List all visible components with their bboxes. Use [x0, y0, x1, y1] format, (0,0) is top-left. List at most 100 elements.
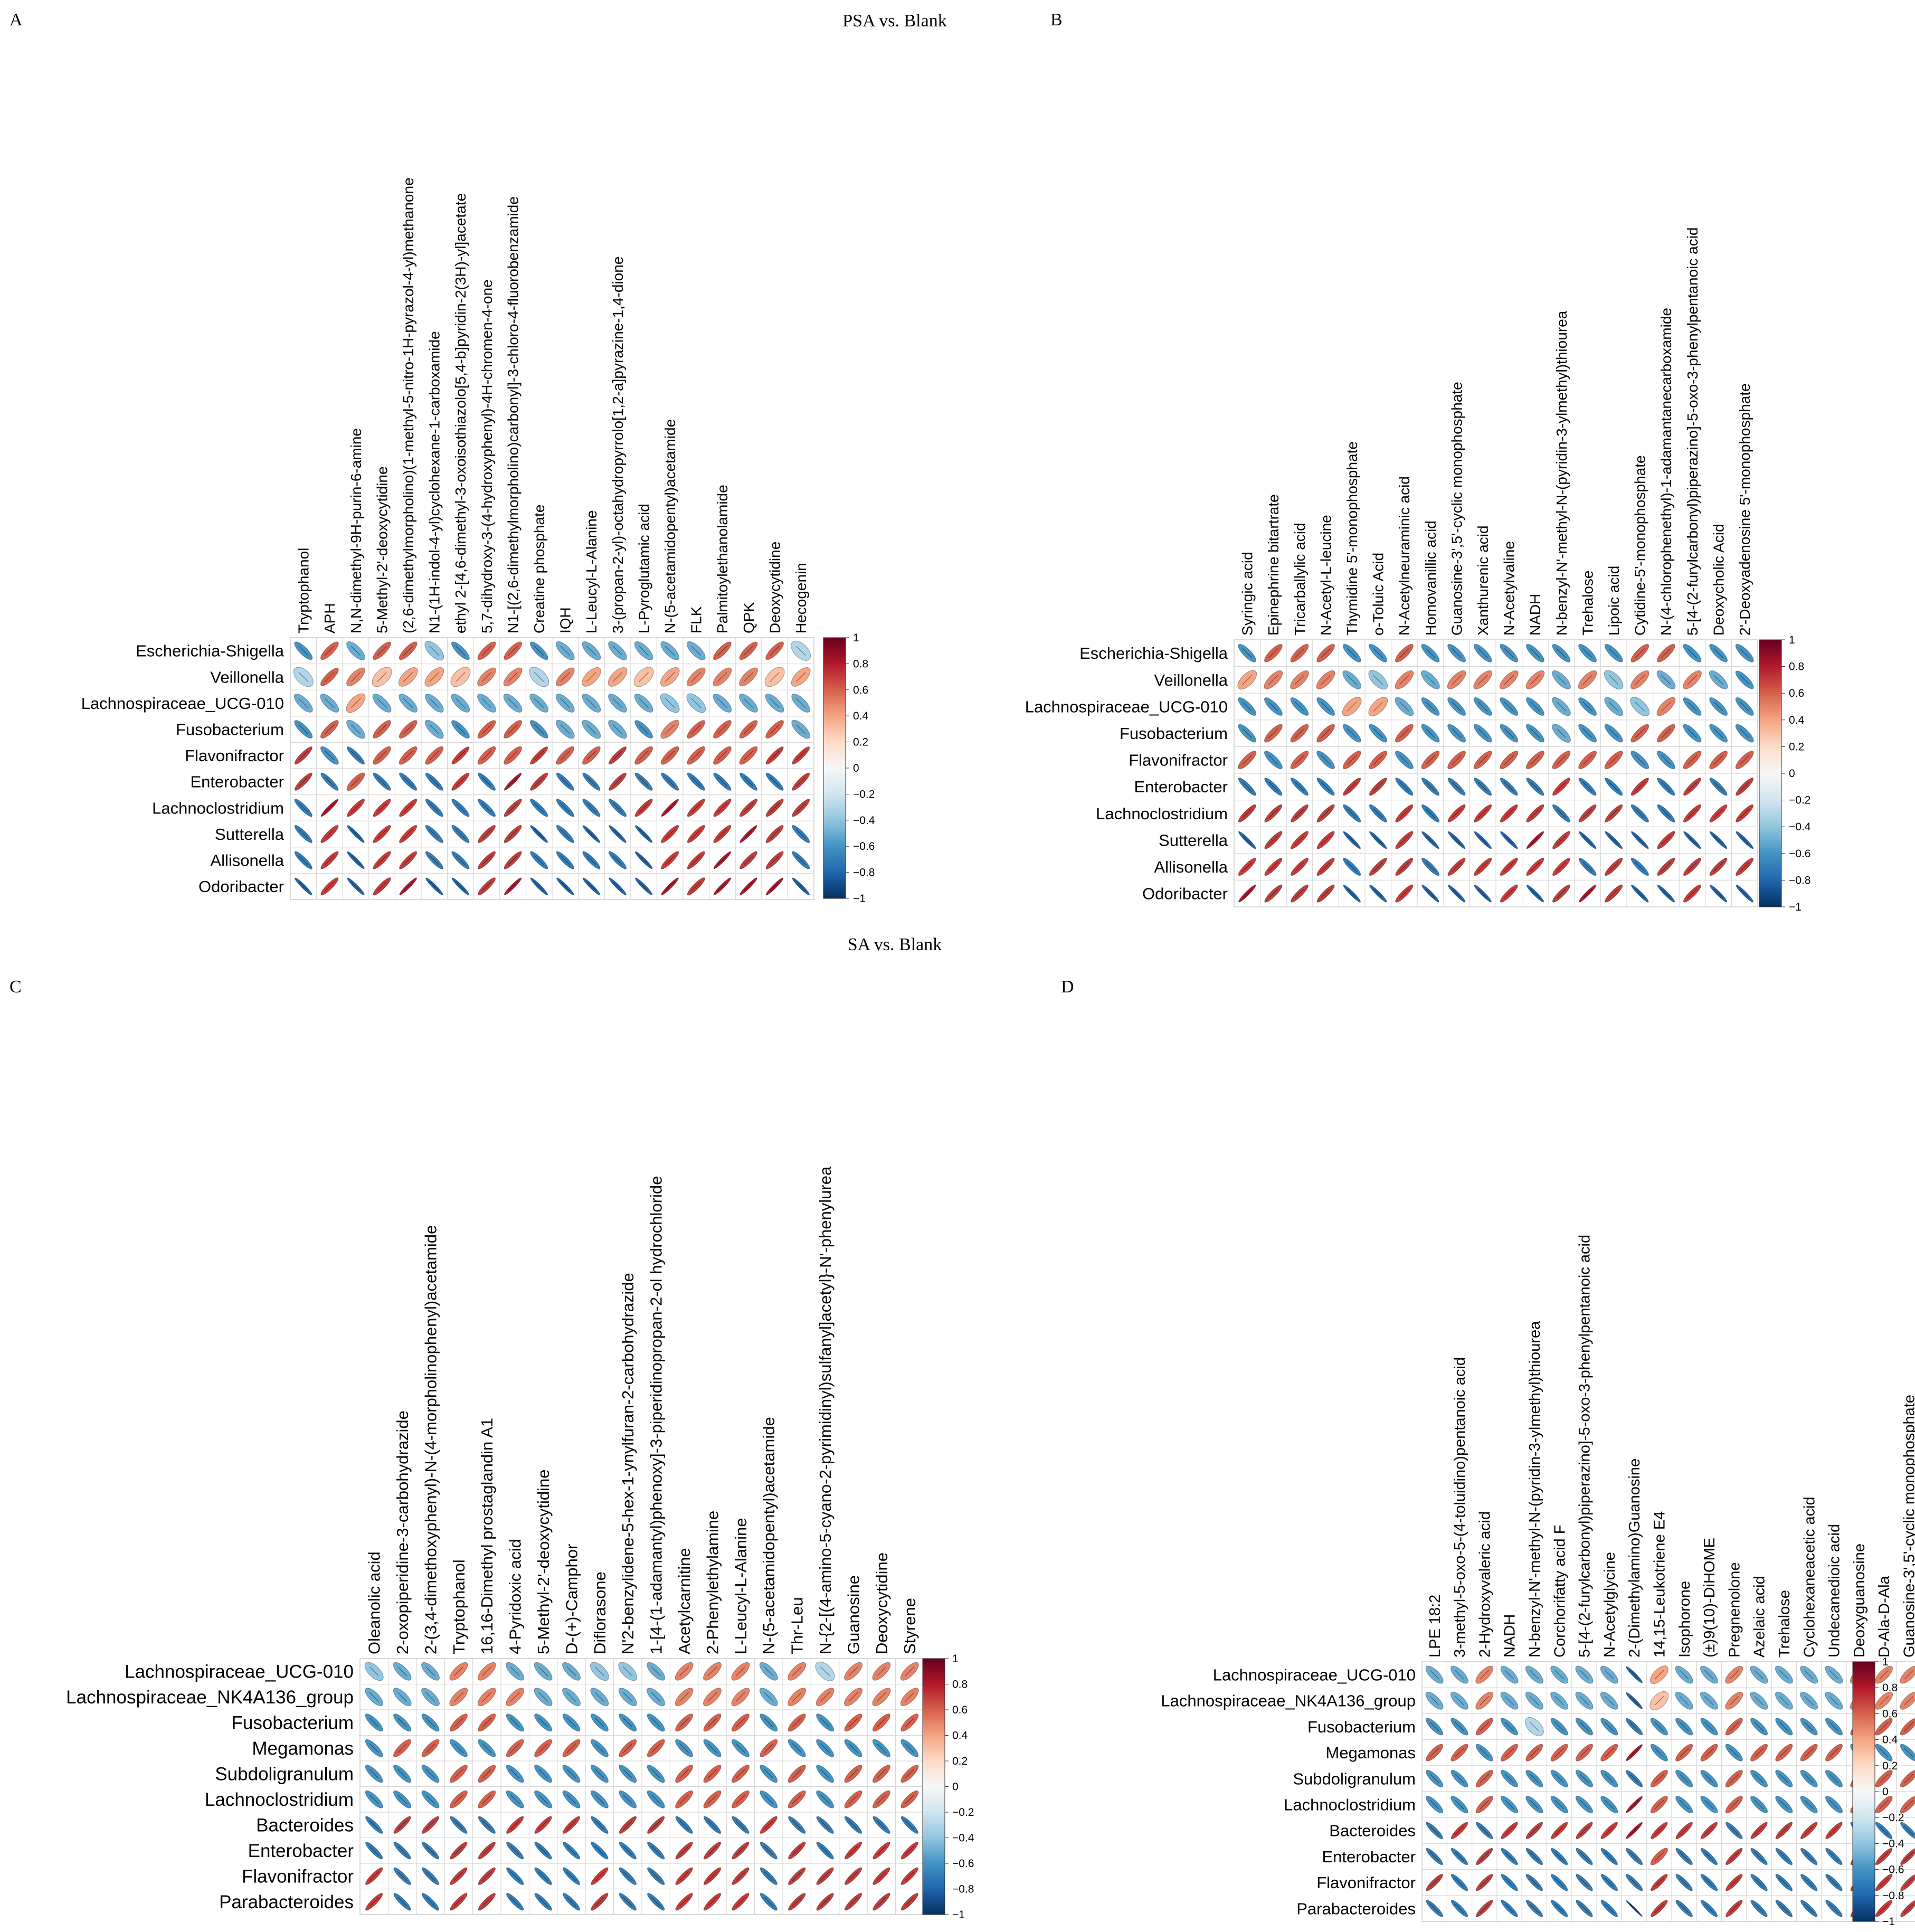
cell-8-9: [619, 1867, 637, 1885]
cell-2-3: [372, 694, 392, 713]
cell-7-15: [788, 1842, 806, 1860]
cell-2-7: [477, 694, 496, 713]
cell-1-6: [450, 667, 471, 687]
cell-axis: [1687, 702, 1698, 712]
cell-axis: [1452, 675, 1462, 685]
cell-6-0: [1238, 804, 1256, 822]
cell-9-18: [1709, 884, 1728, 903]
cell-0-4: [477, 1662, 496, 1681]
cell-axis: [594, 1794, 604, 1804]
cell-axis: [1804, 1903, 1814, 1914]
cell-9-15: [1630, 884, 1649, 903]
col-label-4-2-6-dimethylmorpholino-1-methyl-5-nitro-1h-pyrazol-4-yl-me: (2,6-dimethylmorpholino)(1-methyl-5-nitr…: [400, 177, 416, 633]
col-label-9-xanthurenic-acid: Xanthurenic acid: [1475, 525, 1491, 636]
cell-axis: [1804, 1774, 1814, 1784]
cell-7-0: [1238, 831, 1256, 849]
cell-axis: [429, 724, 440, 734]
cell-7-9: [530, 825, 548, 843]
cell-axis: [1294, 755, 1305, 765]
cell-axis: [1504, 702, 1514, 712]
cell-axis: [1556, 675, 1567, 685]
cell-axis: [1504, 835, 1514, 845]
cell-axis: [403, 881, 413, 892]
cell-1-5: [1368, 670, 1388, 690]
cell-7-2: [421, 1842, 440, 1860]
cell-7-14: [1605, 831, 1623, 849]
cell-axis: [848, 1897, 858, 1907]
cell-axis: [1713, 835, 1723, 845]
cell-9-14: [661, 877, 679, 896]
cell-axis: [770, 672, 780, 682]
cell-8-0: [294, 851, 312, 869]
cell-8-5: [1550, 1873, 1568, 1891]
cell-axis: [639, 750, 649, 761]
cell-axis: [377, 776, 387, 787]
cell-1-18: [1875, 1691, 1893, 1710]
cell-axis: [1242, 888, 1253, 898]
cell-axis: [566, 1820, 576, 1830]
cell-axis: [1347, 755, 1357, 765]
cell-4-0: [365, 1765, 383, 1783]
cell-axis: [735, 1845, 745, 1855]
row-label-6-bacteroides: Bacteroides: [256, 1815, 354, 1836]
cell-6-19: [792, 799, 810, 817]
cell-axis: [298, 855, 309, 865]
cell-axis: [425, 1897, 435, 1907]
cell-axis: [429, 881, 440, 892]
cell-axis: [1754, 1670, 1764, 1680]
cell-6-11: [675, 1816, 693, 1834]
cell-3-15: [1800, 1744, 1818, 1761]
cell-axis: [1554, 1748, 1564, 1758]
cell-axis: [1704, 1670, 1714, 1680]
cell-axis: [717, 750, 727, 761]
cell-axis: [1729, 1722, 1739, 1731]
cell-2-12: [1725, 1718, 1743, 1736]
cell-axis: [1754, 1852, 1764, 1861]
cell-2-1: [393, 1713, 412, 1732]
cell-7-1: [320, 825, 339, 844]
colorbar-tick-label: −0.8: [1882, 1890, 1904, 1902]
cell-axis: [639, 646, 649, 656]
cell-7-19: [1736, 831, 1754, 849]
cell-8-17: [1683, 858, 1702, 876]
cell-axis: [651, 1666, 661, 1677]
cell-1-15: [686, 667, 706, 687]
cell-8-5: [1369, 858, 1387, 876]
cell-3-6: [1395, 724, 1414, 743]
cell-axis: [612, 724, 623, 734]
cell-7-16: [816, 1842, 834, 1860]
cell-axis: [1579, 1825, 1589, 1835]
cell-4-5: [1550, 1769, 1568, 1787]
cell-5-11: [675, 1790, 694, 1808]
cell-2-16: [816, 1713, 835, 1732]
cell-axis: [848, 1845, 858, 1855]
cell-0-5: [506, 1662, 525, 1681]
cell-axis: [397, 1897, 407, 1907]
col-label-0-syringic-acid: Syringic acid: [1239, 552, 1256, 636]
cell-7-5: [425, 825, 443, 844]
cell-8-1: [320, 851, 339, 869]
cell-0-15: [686, 641, 706, 660]
cell-3-8: [1626, 1744, 1643, 1761]
cell-axis: [651, 1743, 661, 1753]
cell-0-0: [1425, 1665, 1444, 1684]
cell-7-15: [1630, 831, 1649, 849]
cell-axis: [298, 698, 309, 708]
col-label-2-2-hydroxyvaleric-acid: 2-Hydroxyvaleric acid: [1476, 1511, 1493, 1658]
cell-axis: [1779, 1903, 1789, 1914]
panel-letter: A: [10, 10, 23, 30]
cell-5-12: [1552, 778, 1571, 796]
cell-axis: [1455, 1670, 1464, 1680]
cell-0-1: [393, 1662, 412, 1681]
cell-9-8: [504, 877, 522, 896]
cell-axis: [298, 829, 309, 839]
cell-3-19: [1735, 724, 1754, 743]
col-label-8-2-dimethylamino-guanosine: 2-(Dimethylamino)Guanosine: [1626, 1459, 1643, 1658]
cell-4-6: [534, 1765, 553, 1783]
cell-2-6: [451, 694, 470, 713]
cell-axis: [325, 750, 335, 761]
cell-1-3: [449, 1688, 468, 1707]
cell-axis: [679, 1692, 689, 1702]
cell-4-5: [1369, 751, 1388, 770]
cell-7-3: [1501, 1848, 1518, 1865]
